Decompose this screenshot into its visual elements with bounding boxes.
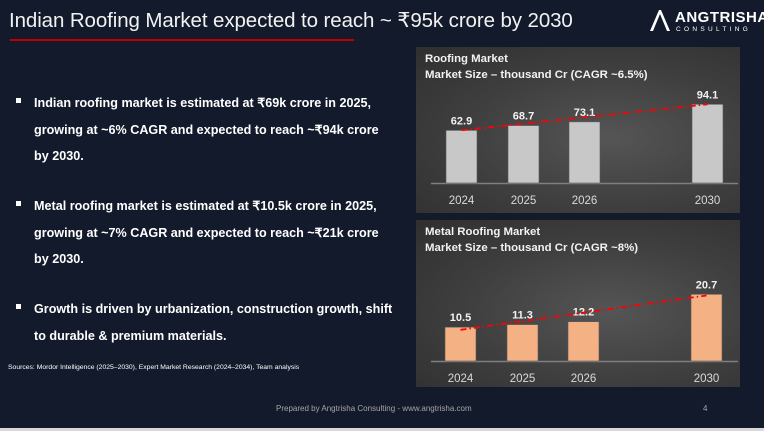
data-label-2026: 73.1 [574, 107, 595, 119]
bar-2024 [445, 130, 478, 184]
data-label-2024: 62.9 [451, 115, 472, 127]
title-underline [10, 39, 354, 41]
square-bullet-icon [16, 98, 21, 103]
chart-title: Roofing Market [425, 53, 508, 65]
roofing-chart-plot: 62.9 2024 68.7 2025 73.1 2026 94.1 2030 [431, 89, 738, 207]
bullet-text: Indian roofing market is estimated at ₹6… [34, 96, 379, 163]
sources-note: Sources: Mordor Intelligence (2025–2030)… [8, 364, 300, 371]
page-number: 4 [703, 404, 708, 413]
bar-2024 [444, 326, 477, 362]
metal-roofing-market-chart: Metal Roofing Market Market Size – thous… [416, 220, 740, 387]
x-tick-label-2030: 2030 [694, 373, 720, 385]
x-tick-label-2026: 2026 [571, 373, 597, 385]
company-logo: ANGTRISHA CONSULTING [648, 8, 764, 34]
roofing-market-chart: Roofing Market Market Size – thousand Cr… [416, 47, 740, 213]
square-bullet-icon [16, 304, 21, 309]
bar-2025 [507, 125, 540, 184]
chart-title: Metal Roofing Market [425, 226, 541, 238]
square-bullet-icon [16, 201, 21, 206]
bar-2030 [690, 294, 723, 362]
bar-2030 [691, 103, 724, 184]
trendline [460, 294, 707, 331]
data-label-2024: 10.5 [450, 312, 471, 324]
x-tick-label-2025: 2025 [510, 373, 536, 385]
data-label-2025: 11.3 [512, 310, 533, 322]
slide-title: Indian Roofing Market expected to reach … [9, 9, 573, 32]
bar-2026 [568, 121, 601, 184]
bar-2025 [506, 324, 539, 362]
data-label-2025: 68.7 [513, 111, 534, 123]
x-tick-label-2026: 2026 [572, 195, 598, 207]
x-tick-label-2030: 2030 [695, 195, 721, 207]
bullet-text: Growth is driven by urbanization, constr… [34, 302, 393, 343]
logo-subtitle: CONSULTING [676, 26, 752, 33]
x-tick-label-2024: 2024 [448, 373, 474, 385]
data-label-2030: 20.7 [696, 279, 717, 291]
footer-text: Prepared by Angtrisha Consulting - www.a… [276, 404, 472, 413]
logo-name: ANGTRISHA [675, 9, 764, 26]
logo-a-icon [650, 10, 670, 31]
data-label-2030: 94.1 [697, 89, 718, 101]
bullet-text: Metal roofing market is estimated at ₹10… [34, 199, 379, 266]
x-tick-label-2024: 2024 [449, 195, 475, 207]
chart-subtitle: Market Size – thousand Cr (CAGR ~8%) [425, 242, 638, 254]
trendline [461, 103, 708, 132]
bar-2026 [567, 321, 600, 362]
x-tick-label-2025: 2025 [511, 195, 537, 207]
bottom-strip [0, 428, 764, 431]
chart-subtitle: Market Size – thousand Cr (CAGR ~6.5%) [425, 69, 648, 81]
